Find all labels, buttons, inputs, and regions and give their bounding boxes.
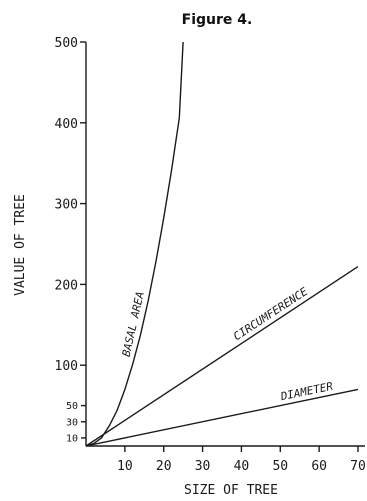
chart-title: Figure 4. <box>182 12 253 28</box>
y-tick-label-400: 400 <box>55 117 78 132</box>
x-tick-label-30: 30 <box>195 459 211 474</box>
series-group <box>85 41 359 447</box>
x-ticks: 10 20 30 40 50 60 70 <box>117 446 366 474</box>
x-tick-label-70: 70 <box>350 459 366 474</box>
y-ticks: 100 200 300 400 500 10 30 50 <box>55 36 86 444</box>
y-tick-label-100: 100 <box>55 359 78 374</box>
y-tick-label-200: 200 <box>55 278 78 293</box>
y-tick-label-300: 300 <box>55 198 78 213</box>
series-line-basal-area <box>85 41 184 447</box>
x-tick-label-20: 20 <box>156 459 172 474</box>
series-line-diameter <box>85 388 359 447</box>
y-tick-label-10: 10 <box>66 433 78 444</box>
series-line-circumference <box>85 266 359 447</box>
x-tick-label-60: 60 <box>311 459 327 474</box>
x-tick-label-40: 40 <box>234 459 250 474</box>
y-tick-label-30: 30 <box>66 417 78 428</box>
y-tick-label-500: 500 <box>55 36 78 51</box>
x-tick-label-10: 10 <box>117 459 133 474</box>
x-axis-title: SIZE OF TREE <box>184 483 278 498</box>
x-tick-label-50: 50 <box>272 459 288 474</box>
series-label-circumference: CIRCUMFERENCE <box>231 285 310 343</box>
y-axis-title: VALUE OF TREE <box>13 194 28 296</box>
y-tick-label-50: 50 <box>66 401 78 412</box>
